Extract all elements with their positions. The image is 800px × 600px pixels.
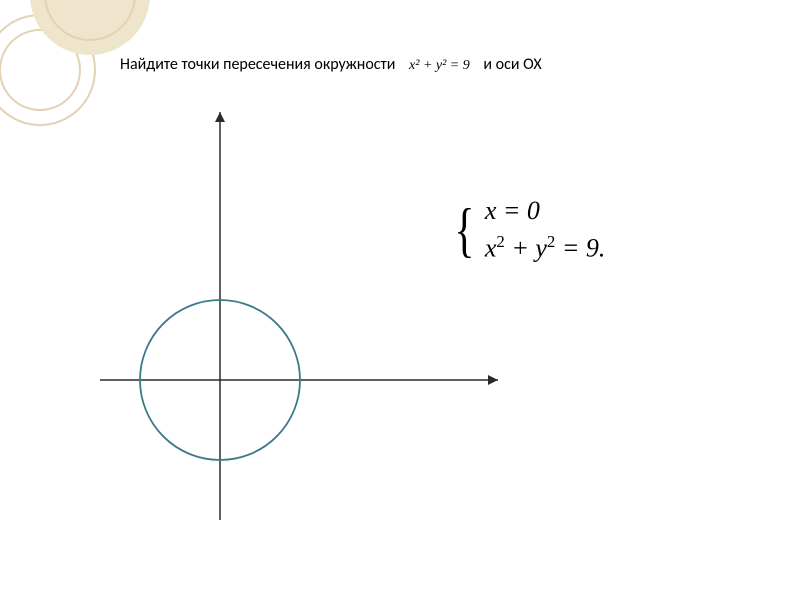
- eq2-lhs-b: y: [535, 234, 547, 263]
- equation-system: { x = 0 x2 + y2 = 9.: [450, 195, 605, 264]
- task-statement: Найдите точки пересечения окружности x² …: [120, 55, 542, 74]
- eq2-rhs: 9: [586, 234, 599, 263]
- task-equation: x² + y² = 9: [409, 58, 470, 74]
- system-brace: {: [454, 200, 474, 260]
- system-rows: x = 0 x2 + y2 = 9.: [485, 195, 606, 264]
- eq1-rhs: 0: [527, 196, 540, 225]
- system-eq1: x = 0: [485, 195, 606, 226]
- system-eq2: x2 + y2 = 9.: [485, 232, 606, 264]
- plot-svg: [90, 100, 510, 530]
- eq1-lhs: x: [485, 196, 497, 225]
- axes-plot: [90, 100, 510, 530]
- task-part2: и оси ОХ: [483, 55, 541, 74]
- eq2-lhs-a: x: [485, 234, 497, 263]
- task-part1: Найдите точки пересечения окружности: [120, 55, 395, 74]
